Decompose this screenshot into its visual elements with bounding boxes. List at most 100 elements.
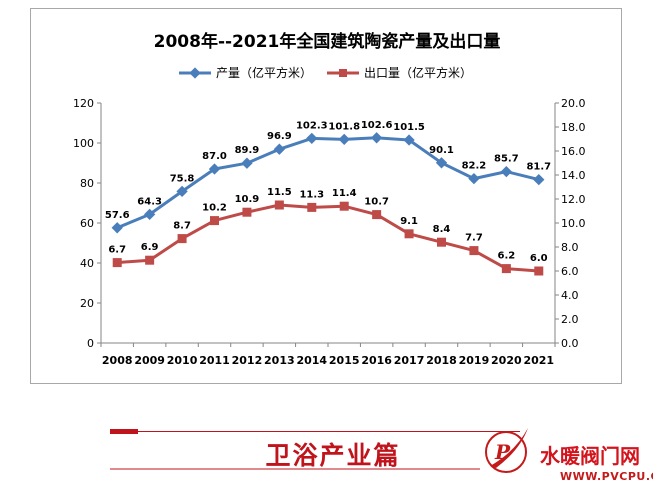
x-tick-label: 2012 [232,354,263,367]
data-point [176,185,188,198]
x-tick-label: 2017 [394,354,425,367]
data-point [145,255,155,265]
y-right-tick-label: 10.0 [561,217,586,230]
data-label: 102.6 [361,120,393,131]
data-label: 87.0 [202,151,227,162]
data-point [435,157,448,169]
data-point [143,208,156,221]
chart-svg: 2008年--2021年全国建筑陶瓷产量及出口量 产量（亿平方米） 出口量（亿平… [73,31,586,367]
data-label: 90.1 [429,145,454,156]
x-tick-label: 2011 [199,354,230,367]
brand-logo-swoosh [490,428,528,468]
y-right-tick-label: 0.0 [561,337,579,350]
x-tick-label: 2015 [329,354,360,367]
x-tick-label: 2021 [523,354,554,367]
y-right-tick-label: 2.0 [561,313,579,326]
data-point [274,200,284,210]
data-label: 7.7 [465,233,483,244]
data-point [273,143,286,155]
y-left-tick-label: 60 [80,217,94,230]
data-point [372,210,382,220]
y-left-tick-label: 0 [87,337,94,350]
data-label: 10.7 [364,197,389,208]
data-label: 89.9 [235,145,260,156]
data-label: 9.1 [400,216,418,227]
y-right-tick-label: 12.0 [561,193,586,206]
axes: 0 20 40 60 80 100 120 0.0 2.0 4.0 6.0 8.0 10.0 12.0 14… [73,97,586,367]
data-point [534,266,544,276]
data-point [241,157,253,169]
y-right-tick-label: 8.0 [561,241,579,254]
data-label: 8.7 [173,221,191,232]
series-export: 6.7 6.9 8.7 10.2 10.9 11.5 11.3 11.4 10.7 9.1 8.4 7… [108,187,548,276]
data-point [306,132,318,145]
x-tick-label: 2014 [296,354,327,367]
data-point [339,201,349,211]
banner-title: 卫浴产业篇 [265,441,401,470]
data-point [111,222,123,234]
data-label: 57.6 [105,210,130,221]
chart-title: 2008年--2021年全国建筑陶瓷产量及出口量 [154,31,501,52]
data-label: 6.0 [530,253,548,264]
legend: 产量（亿平方米） 出口量（亿平方米） [179,65,472,80]
data-point [112,258,122,268]
y-right-tick-label: 6.0 [561,265,579,278]
y-left-tick-label: 80 [80,177,94,190]
y-right-tick-label: 14.0 [561,169,586,182]
data-point [208,163,221,175]
data-label: 101.8 [328,121,360,132]
y-right-tick-label: 20.0 [561,97,586,110]
brand-logo: P [485,428,528,473]
y-left-tick-label: 20 [80,297,94,310]
y-right-tick-label: 18.0 [561,121,586,134]
x-tick-label: 2020 [491,354,522,367]
legend-item-production: 产量（亿平方米） [179,65,312,80]
data-label: 10.2 [202,203,227,214]
x-tick-label: 2013 [264,354,295,367]
data-label: 85.7 [494,154,519,165]
y-left-tick-label: 40 [80,257,94,270]
y-right-tick-label: 4.0 [561,289,579,302]
data-label: 10.9 [235,194,260,205]
data-point [242,207,252,217]
data-label: 81.7 [526,162,551,173]
data-label: 6.9 [141,242,159,253]
data-label: 101.5 [393,122,425,133]
series-line [116,136,540,230]
x-tick-label: 2009 [134,354,165,367]
data-point [307,202,317,212]
data-label: 96.9 [267,131,292,142]
data-point [469,246,479,256]
data-point [370,132,383,144]
data-label: 6.2 [497,251,515,262]
legend-label-export: 出口量（亿平方米） [364,65,472,80]
data-label: 75.8 [170,173,195,184]
chart-frame: 2008年--2021年全国建筑陶瓷产量及出口量 产量（亿平方米） 出口量（亿平… [30,8,622,384]
data-point [500,165,513,178]
data-point [338,133,350,146]
data-label: 82.2 [462,161,487,172]
data-point [177,234,187,244]
data-label: 6.7 [108,245,126,256]
brand-logo-circle [485,431,527,473]
data-point [533,173,545,186]
legend-marker-export [339,69,347,77]
banner-decoration: P [110,428,528,473]
y-left-tick-label: 120 [73,97,94,110]
data-label: 11.3 [299,189,324,200]
data-label: 11.4 [332,188,357,199]
data-point [437,237,446,247]
data-label: 102.3 [296,120,328,131]
data-label: 8.4 [433,224,451,235]
brand-url: WWW.PVCPU.COM [560,470,653,483]
x-tick-label: 2008 [102,354,133,367]
brand-name: 水暖阀门网 [540,444,640,468]
data-point [404,229,414,239]
y-right-tick-label: 16.0 [561,145,586,158]
data-point [501,264,511,274]
x-tick-label: 2016 [361,354,392,367]
x-tick-label: 2010 [167,354,198,367]
data-label: 64.3 [137,196,162,207]
